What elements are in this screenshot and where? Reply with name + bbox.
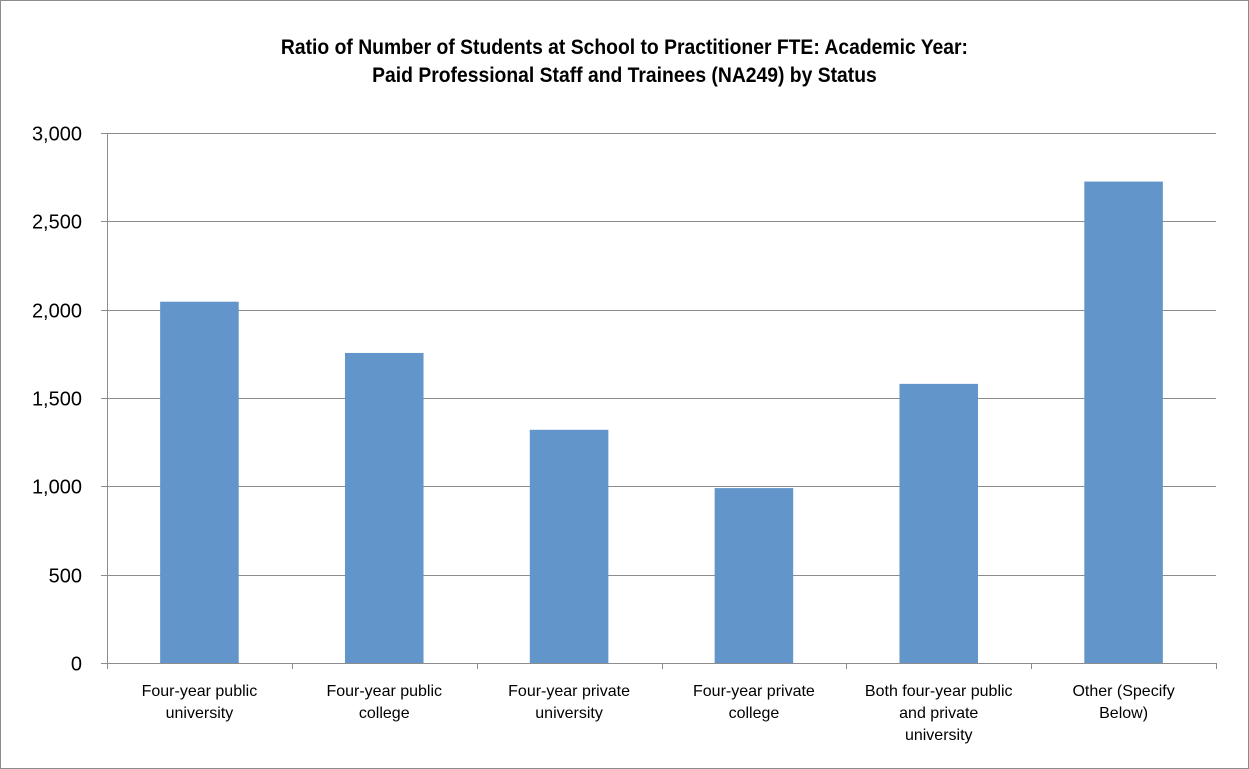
bar: [344, 352, 424, 663]
y-tick-label: 0: [71, 654, 82, 676]
gridlines: [107, 133, 1216, 576]
x-tick-label: Four-year public university: [142, 683, 258, 722]
y-tick-label: 2,000: [32, 301, 82, 323]
chart-title: Ratio of Number of Students at School to…: [50, 34, 1199, 90]
bar: [899, 383, 979, 663]
axes: [101, 133, 1217, 669]
y-tick-label: 1,500: [32, 389, 82, 411]
x-tick-label: Four-year public college: [326, 683, 442, 722]
bar: [529, 429, 609, 663]
x-tick-label: Four-year private college: [693, 683, 815, 722]
x-tick-label: Four-year private university: [508, 683, 630, 722]
x-tick-label: Both four-year public and private universi…: [865, 683, 1013, 744]
y-tick-label: 500: [49, 566, 82, 588]
bar: [1084, 181, 1163, 664]
chart-title-line-2: Paid Professional Staff and Trainees (NA…: [372, 64, 877, 87]
y-tick-label: 1,000: [32, 477, 82, 499]
x-tick-label: Other (Specify Below): [1072, 683, 1174, 722]
chart-title-line-1: Ratio of Number of Students at School to…: [280, 36, 968, 59]
y-tick-label: 2,500: [32, 212, 82, 234]
bar: [160, 301, 239, 663]
x-axis-tick-labels: Four-year public university Four-year publ…: [142, 683, 1175, 744]
y-tick-label: 3,000: [32, 124, 82, 146]
y-axis-tick-labels: 0 500 1,000 1,500 2,000 2,500 3,000: [32, 124, 82, 676]
bars: [160, 181, 1163, 664]
bar: [714, 488, 794, 663]
